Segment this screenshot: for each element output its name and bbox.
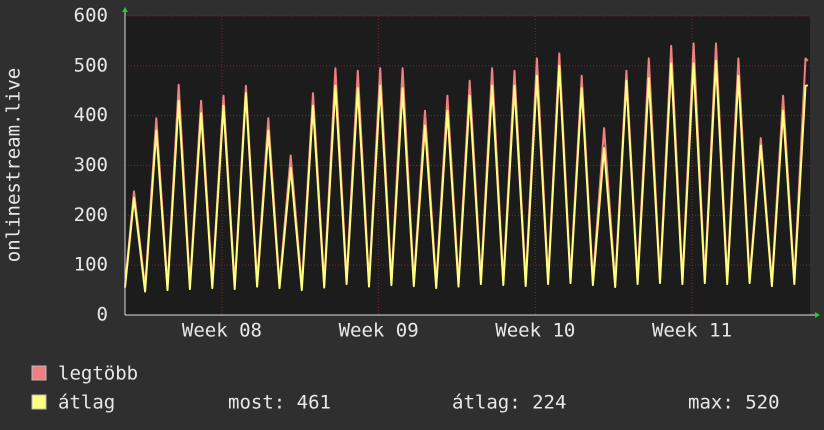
y-axis-label: onlinestream.live — [3, 68, 25, 262]
legend-label: átlag — [58, 392, 115, 414]
axis-arrow — [122, 7, 128, 12]
x-tick-label: Week 08 — [182, 320, 262, 342]
y-tick-label: 300 — [74, 154, 108, 176]
x-tick-label: Week 10 — [495, 320, 575, 342]
legend-swatch — [31, 394, 47, 410]
y-tick-label: 500 — [74, 54, 108, 76]
stat-max: max: 520 — [688, 392, 780, 414]
stat-current: most: 461 — [228, 392, 331, 414]
axis-arrow — [815, 312, 820, 318]
y-tick-label: 0 — [97, 304, 108, 326]
y-tick-label: 400 — [74, 104, 108, 126]
y-tick-label: 600 — [74, 5, 108, 27]
x-tick-label: Week 11 — [652, 320, 732, 342]
legend-swatch — [31, 365, 47, 381]
grid — [125, 15, 810, 316]
stat-average: átlag: 224 — [452, 392, 566, 414]
legend-label: legtöbb — [58, 363, 138, 385]
x-tick-label: Week 09 — [339, 320, 419, 342]
y-tick-label: 100 — [74, 254, 108, 276]
lines — [124, 42, 809, 293]
series-line — [124, 59, 809, 293]
y-tick-label: 200 — [74, 204, 108, 226]
